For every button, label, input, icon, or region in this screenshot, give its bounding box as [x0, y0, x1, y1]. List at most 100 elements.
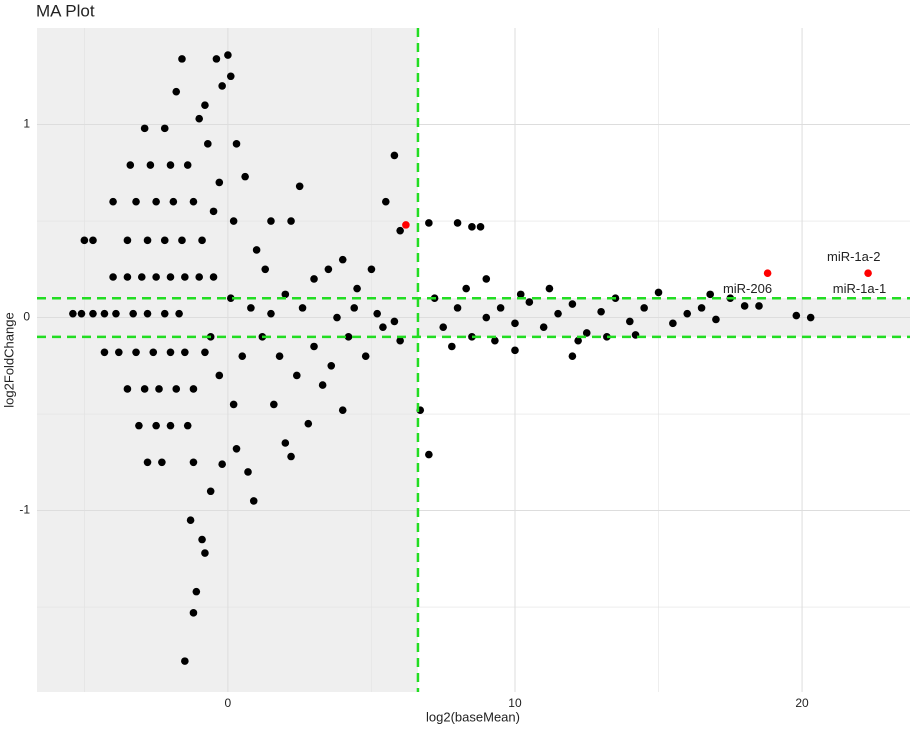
point — [683, 309, 692, 318]
point — [129, 309, 137, 318]
point — [603, 333, 611, 341]
point — [224, 51, 232, 59]
point — [186, 516, 195, 525]
y-tick-label: -1 — [19, 503, 30, 517]
point — [183, 421, 192, 430]
point — [89, 236, 97, 245]
point — [178, 236, 186, 245]
point — [209, 207, 218, 216]
point — [396, 226, 404, 235]
point — [132, 197, 140, 206]
point — [89, 309, 97, 318]
point — [293, 371, 301, 380]
point — [462, 284, 470, 293]
point — [669, 319, 677, 328]
y-tick-label: 1 — [23, 117, 30, 131]
point — [155, 385, 163, 393]
point — [123, 236, 132, 245]
point — [146, 161, 155, 169]
point — [166, 161, 175, 169]
point — [132, 348, 140, 357]
point — [160, 309, 169, 318]
point — [267, 309, 275, 318]
point — [287, 217, 295, 225]
point — [204, 140, 212, 148]
point — [195, 273, 203, 281]
point — [172, 385, 181, 393]
point — [232, 140, 241, 148]
point — [178, 55, 186, 63]
point — [166, 348, 175, 357]
point — [252, 246, 261, 254]
point — [232, 444, 241, 453]
point — [310, 275, 318, 283]
point — [712, 315, 720, 324]
point — [69, 309, 77, 318]
point — [261, 265, 270, 274]
point — [198, 236, 206, 245]
point — [381, 197, 390, 206]
point — [453, 304, 462, 312]
point — [226, 72, 235, 81]
point — [353, 284, 361, 293]
annotation: miR-206 — [723, 281, 772, 296]
point — [152, 273, 160, 281]
point — [338, 406, 347, 414]
point — [740, 302, 749, 310]
point — [864, 269, 872, 277]
point — [218, 82, 226, 90]
point — [295, 182, 304, 191]
point — [425, 450, 433, 459]
point — [298, 304, 307, 312]
point — [281, 439, 290, 447]
point — [189, 385, 198, 393]
point — [574, 336, 582, 345]
point — [201, 549, 209, 557]
point — [226, 294, 235, 303]
point — [468, 223, 476, 231]
point — [267, 217, 275, 225]
point — [338, 255, 347, 264]
point — [511, 319, 519, 328]
point — [115, 348, 123, 357]
point — [192, 587, 201, 596]
point — [143, 236, 152, 245]
point — [755, 302, 763, 310]
point — [195, 114, 203, 123]
point — [525, 298, 534, 306]
point — [109, 197, 117, 206]
point — [379, 323, 387, 331]
point — [166, 273, 175, 281]
point — [654, 288, 663, 297]
point — [706, 290, 714, 299]
point — [516, 290, 525, 299]
point — [183, 161, 192, 169]
x-axis-title: log2(baseMean) — [426, 709, 520, 724]
point — [697, 304, 706, 312]
point — [206, 487, 215, 496]
point — [143, 458, 152, 467]
chart-title: MA Plot — [36, 1, 95, 20]
point — [201, 101, 209, 110]
point — [453, 219, 462, 227]
point — [361, 352, 370, 360]
point — [350, 304, 359, 312]
point — [215, 371, 224, 380]
point — [137, 273, 146, 281]
point — [229, 217, 238, 225]
point — [396, 336, 404, 345]
point — [249, 497, 258, 505]
point — [640, 304, 648, 312]
point — [554, 309, 562, 318]
point — [166, 421, 175, 430]
point — [229, 400, 238, 409]
point — [597, 307, 605, 316]
point — [304, 419, 313, 428]
point — [539, 323, 548, 331]
point — [100, 348, 109, 357]
point — [152, 197, 160, 206]
point — [763, 269, 772, 277]
point — [333, 313, 341, 322]
